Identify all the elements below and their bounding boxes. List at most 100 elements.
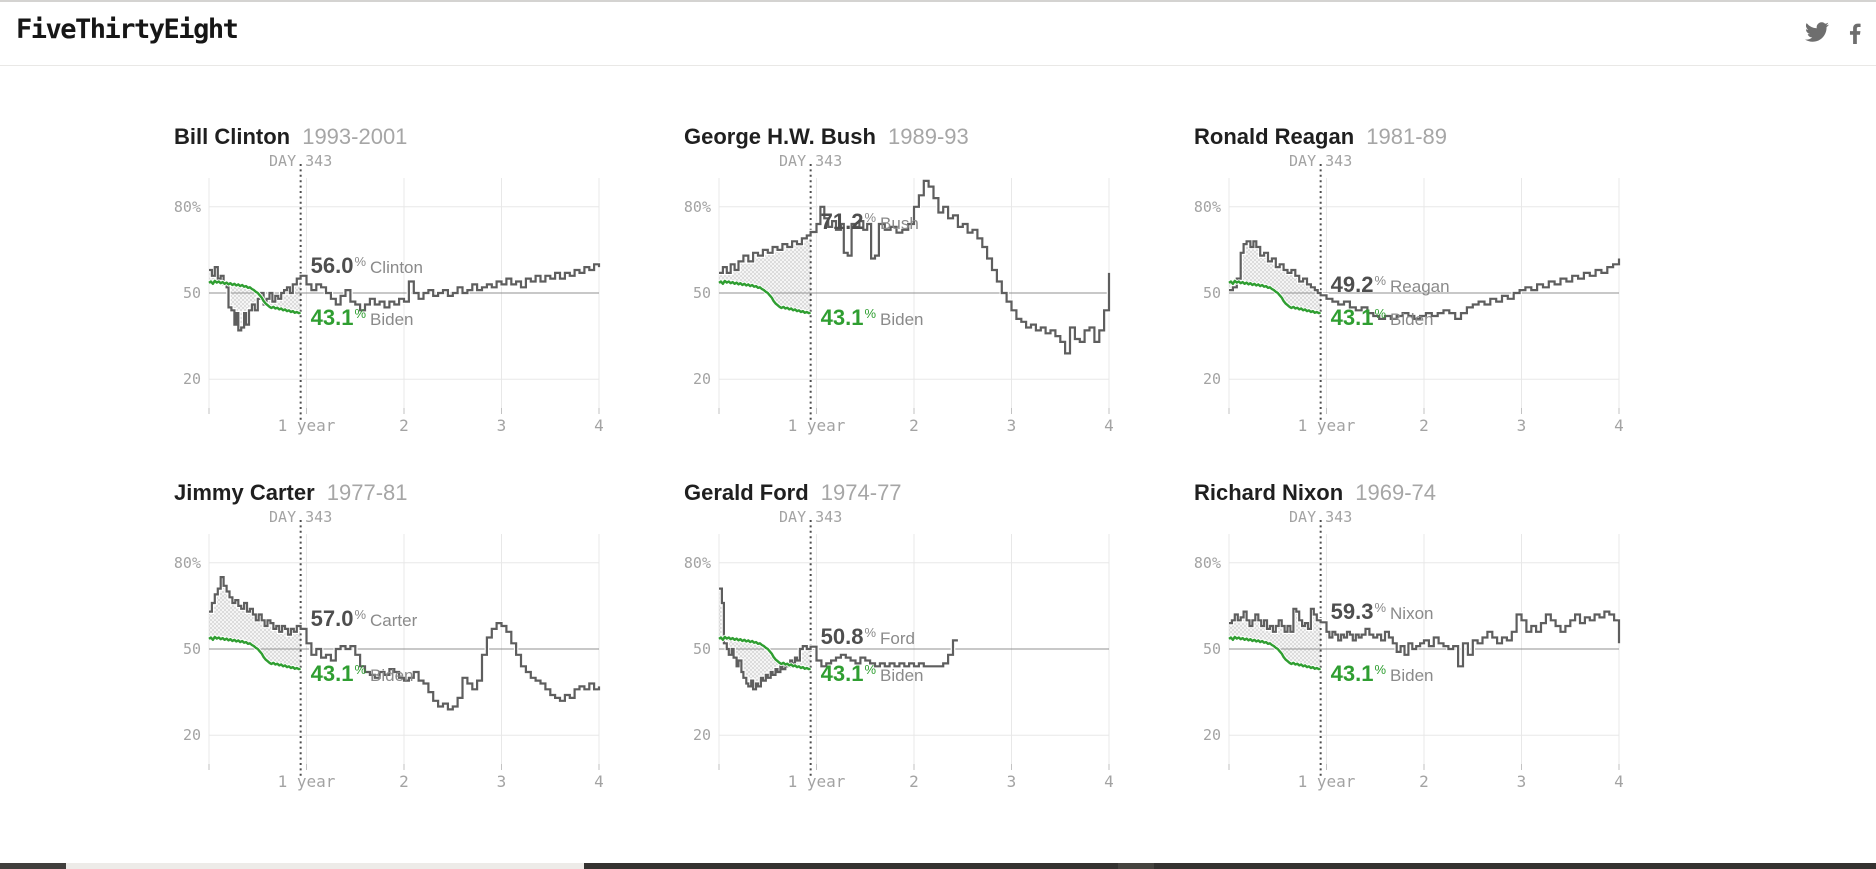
approval-plot: DAY 343 49.2% Reagan 43.1% Biden 80% 50 20 1 … <box>1194 152 1624 435</box>
y-axis-tick-label: 20 <box>182 726 201 745</box>
y-axis-tick-label: 20 <box>692 726 711 745</box>
x-axis-tick-label: 1 year <box>277 772 336 791</box>
president-years: 1974-77 <box>814 480 902 505</box>
biden-value-label: 43.1% Biden <box>821 304 924 332</box>
approval-chart-card: Bill Clinton 1993-2001 DAY 343 56.0% Clin… <box>174 124 684 435</box>
x-axis-tick-label: 3 <box>1516 416 1527 435</box>
approval-chart-card: George H.W. Bush 1989-93 DAY 343 71.2% Bu… <box>684 124 1194 435</box>
percent-sign: % <box>864 305 877 321</box>
approval-chart-svg <box>1227 520 1622 778</box>
biden-value: 43.1 <box>820 660 864 686</box>
approval-chart-card: Jimmy Carter 1977-81 DAY 343 57.0% Carter… <box>174 480 684 791</box>
biden-value: 43.1 <box>1330 304 1374 330</box>
president-value-label: 49.2% Reagan <box>1331 271 1450 299</box>
site-header: FiveThirtyEight <box>0 0 1876 66</box>
approval-chart-svg <box>207 164 602 422</box>
y-axis-tick-label: 50 <box>1202 640 1221 658</box>
x-axis-tick-label: 4 <box>1614 772 1624 791</box>
president-value-label: 59.3% Nixon <box>1331 598 1434 626</box>
y-axis-tick-label: 50 <box>182 640 201 658</box>
president-name: Jimmy Carter <box>174 480 315 505</box>
day-343-label: DAY 343 <box>269 508 333 526</box>
biden-label-name: Biden <box>370 665 414 685</box>
percent-sign: % <box>354 305 367 321</box>
percent-sign: % <box>354 661 367 677</box>
approval-plot: DAY 343 71.2% Bush 43.1% Biden 80% 50 20 1 ye… <box>684 152 1114 435</box>
president-label-name: Ford <box>880 628 915 648</box>
president-name: George H.W. Bush <box>684 124 876 149</box>
approval-chart-svg <box>1227 164 1622 422</box>
biden-label-name: Biden <box>1390 665 1434 685</box>
president-value: 49.2 <box>1330 272 1374 298</box>
president-value: 50.8 <box>820 623 864 649</box>
percent-sign: % <box>1374 661 1387 677</box>
approval-plot: DAY 343 50.8% Ford 43.1% Biden 80% 50 20 1 ye… <box>684 508 1114 791</box>
day-343-label: DAY 343 <box>1289 152 1353 170</box>
y-axis-tick-label: 20 <box>692 370 711 389</box>
x-axis-tick-label: 4 <box>594 416 604 435</box>
biden-value-label: 43.1% Biden <box>1331 660 1434 688</box>
y-axis-tick-label: 50 <box>182 284 201 302</box>
x-axis-tick-label: 3 <box>1006 772 1017 791</box>
biden-value-label: 43.1% Biden <box>821 660 924 688</box>
president-name: Richard Nixon <box>1194 480 1344 505</box>
twitter-icon <box>1805 22 1829 42</box>
president-name: Bill Clinton <box>174 124 291 149</box>
chart-title: Jimmy Carter 1977-81 <box>174 480 684 508</box>
fivethirtyeight-logo[interactable]: FiveThirtyEight <box>16 14 239 45</box>
x-axis-tick-label: 2 <box>1419 416 1429 435</box>
president-value-label: 71.2% Bush <box>821 208 919 236</box>
biden-label-name: Biden <box>880 309 924 329</box>
president-value-label: 56.0% Clinton <box>311 252 423 280</box>
day-343-label: DAY 343 <box>269 152 333 170</box>
president-value-label: 57.0% Carter <box>311 605 418 633</box>
president-years: 1977-81 <box>320 480 408 505</box>
x-axis-tick-label: 1 year <box>277 416 336 435</box>
x-axis-tick-label: 4 <box>1104 416 1114 435</box>
biden-value-label: 43.1% Biden <box>1331 304 1434 332</box>
x-axis-tick-label: 3 <box>496 416 507 435</box>
chart-title: Richard Nixon 1969-74 <box>1194 480 1704 508</box>
x-axis-tick-label: 1 year <box>1297 416 1356 435</box>
percent-sign: % <box>864 210 877 226</box>
biden-value: 43.1 <box>820 304 864 330</box>
percent-sign: % <box>864 661 877 677</box>
percent-sign: % <box>1374 305 1387 321</box>
president-value-label: 50.8% Ford <box>821 623 915 651</box>
next-section-edge <box>0 863 1876 869</box>
chart-title: George H.W. Bush 1989-93 <box>684 124 1194 152</box>
president-value: 71.2 <box>820 209 864 235</box>
biden-value-label: 43.1% Biden <box>311 660 414 688</box>
y-axis-tick-label: 80% <box>173 197 201 216</box>
biden-label-name: Biden <box>880 665 924 685</box>
percent-sign: % <box>864 624 877 640</box>
section-edge-segment <box>66 863 584 869</box>
x-axis-tick-label: 2 <box>399 416 409 435</box>
y-axis-tick-label: 50 <box>1202 284 1221 302</box>
approval-plot: DAY 343 57.0% Carter 43.1% Biden 80% 50 20 1 … <box>174 508 604 791</box>
president-label-name: Bush <box>880 214 919 234</box>
x-axis-tick-label: 1 year <box>787 416 846 435</box>
section-edge-segment <box>0 863 66 869</box>
y-axis-tick-label: 80% <box>173 553 201 572</box>
social-twitter-button[interactable] <box>1805 20 1829 44</box>
section-edge-segment <box>584 863 1118 869</box>
approval-chart-card: Ronald Reagan 1981-89 DAY 343 49.2% Reaga… <box>1194 124 1704 435</box>
y-axis-tick-label: 20 <box>182 370 201 389</box>
charts-grid: Bill Clinton 1993-2001 DAY 343 56.0% Clin… <box>0 66 1876 791</box>
x-axis-tick-label: 3 <box>1516 772 1527 791</box>
y-axis-tick-label: 80% <box>683 197 711 216</box>
social-facebook-button[interactable] <box>1849 20 1862 44</box>
x-axis-tick-label: 1 year <box>1297 772 1356 791</box>
day-343-label: DAY 343 <box>779 152 843 170</box>
section-edge-segment <box>1154 863 1876 869</box>
x-axis-tick-label: 3 <box>1006 416 1017 435</box>
biden-label-name: Biden <box>1390 309 1434 329</box>
x-axis-tick-label: 4 <box>1614 416 1624 435</box>
chart-title: Bill Clinton 1993-2001 <box>174 124 684 152</box>
x-axis-tick-label: 1 year <box>787 772 846 791</box>
president-value: 59.3 <box>1330 599 1374 625</box>
percent-sign: % <box>1374 273 1387 289</box>
x-axis-tick-label: 2 <box>1419 772 1429 791</box>
president-value: 56.0 <box>310 252 354 278</box>
